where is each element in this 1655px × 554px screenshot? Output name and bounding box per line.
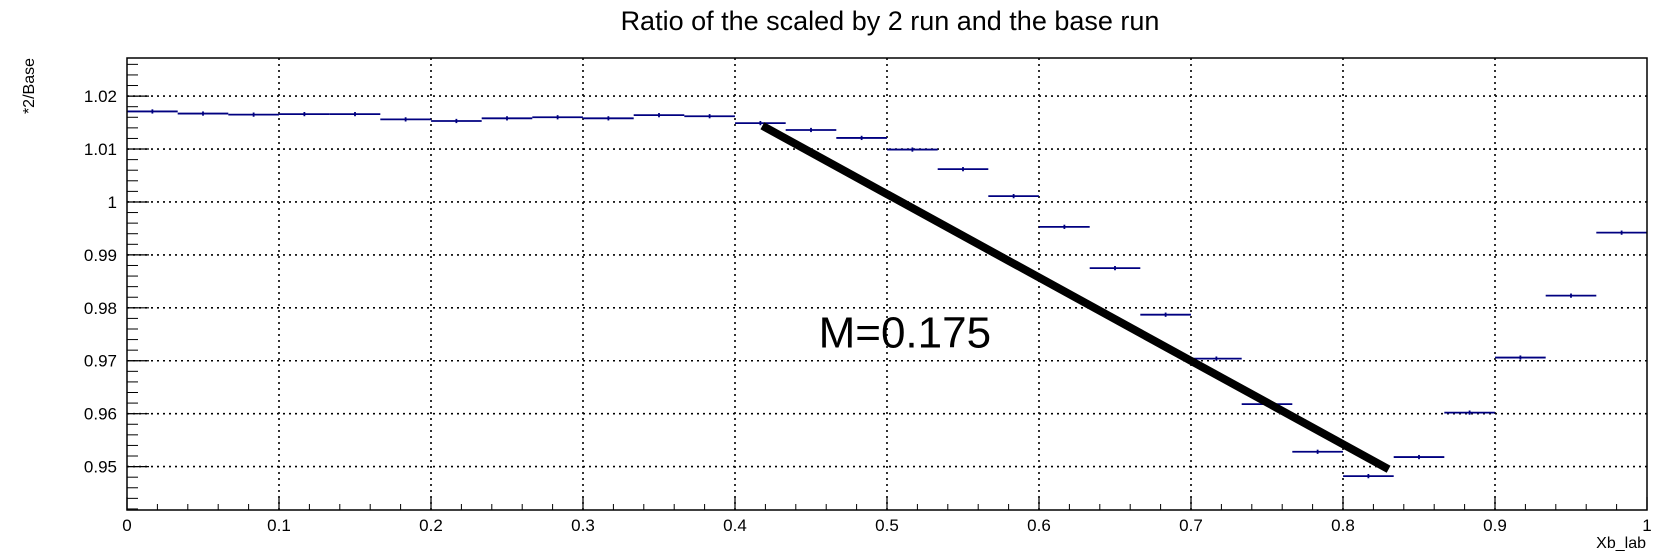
x-tick-labels: 0 0.1 0.2 0.3 0.4 0.5 0.6 0.7 0.8 0.9 1: [122, 516, 1651, 535]
data-point: [1089, 266, 1141, 271]
data-point: [887, 147, 938, 152]
data-point: [431, 118, 482, 124]
data-point: [1444, 410, 1495, 415]
data-point: [988, 194, 1039, 199]
data-point: [127, 109, 178, 114]
data-point: [1039, 224, 1090, 229]
data-point: [1393, 454, 1445, 460]
data-point: [279, 111, 330, 117]
y-tick-label: 0.98: [84, 299, 117, 318]
x-tick-label: 0.4: [723, 516, 747, 535]
plot-frame: [126, 57, 1648, 511]
x-tick-label: 0.5: [875, 516, 899, 535]
data-point: [1495, 355, 1546, 360]
slope-annotation: M=0.175: [819, 309, 991, 358]
data-point: [735, 120, 786, 126]
x-tick-label: 0.9: [1483, 516, 1507, 535]
data-point: [532, 115, 583, 120]
y-tick-label: 1.01: [84, 140, 117, 159]
data-point: [1140, 312, 1191, 317]
data-point: [684, 114, 735, 119]
y-tick-label: 1: [108, 193, 117, 212]
x-tick-label: 0.8: [1331, 516, 1355, 535]
x-tick-label: 0.6: [1027, 516, 1051, 535]
data-point: [1292, 449, 1343, 454]
x-tick-label: 0.2: [419, 516, 443, 535]
data-point: [380, 117, 431, 122]
data-point: [1191, 356, 1242, 361]
x-tick-label: 0.7: [1179, 516, 1203, 535]
data-point: [329, 111, 381, 117]
data-point: [583, 116, 634, 121]
chart-title: Ratio of the scaled by 2 run and the bas…: [621, 6, 1160, 36]
y-tick-label: 1.02: [84, 87, 117, 106]
grid: [127, 58, 1647, 510]
x-tick-label: 0: [122, 516, 131, 535]
y-axis-label: *2/Base: [21, 58, 38, 114]
data-point: [177, 111, 229, 116]
data-point: [836, 135, 887, 141]
data-point: [1343, 474, 1394, 479]
x-tick-label: 1: [1642, 516, 1651, 535]
y-tick-labels: 0.95 0.96 0.97 0.98 0.99 1 1.01 1.02: [84, 87, 117, 476]
data-point: [1596, 230, 1647, 235]
data-point: [228, 112, 279, 117]
data-point: [1545, 293, 1597, 298]
x-tick-label: 0.3: [571, 516, 595, 535]
y-tick-label: 0.96: [84, 405, 117, 424]
y-tick-label: 0.99: [84, 246, 117, 265]
y-tick-label: 0.95: [84, 458, 117, 477]
y-axis-ticks: [127, 63, 149, 510]
data-series: [127, 109, 1647, 479]
x-tick-label: 0.1: [267, 516, 291, 535]
fit-line-group: [760, 122, 1391, 473]
x-axis-ticks: [126, 497, 1648, 510]
data-point: [633, 113, 685, 118]
fit-line: [760, 122, 1391, 473]
annotations: M=0.175: [819, 309, 991, 358]
data-point: [481, 116, 533, 121]
y-tick-label: 0.97: [84, 352, 117, 371]
data-point: [937, 167, 989, 172]
data-point: [785, 127, 837, 133]
x-axis-label: Xb_lab: [1596, 535, 1646, 552]
